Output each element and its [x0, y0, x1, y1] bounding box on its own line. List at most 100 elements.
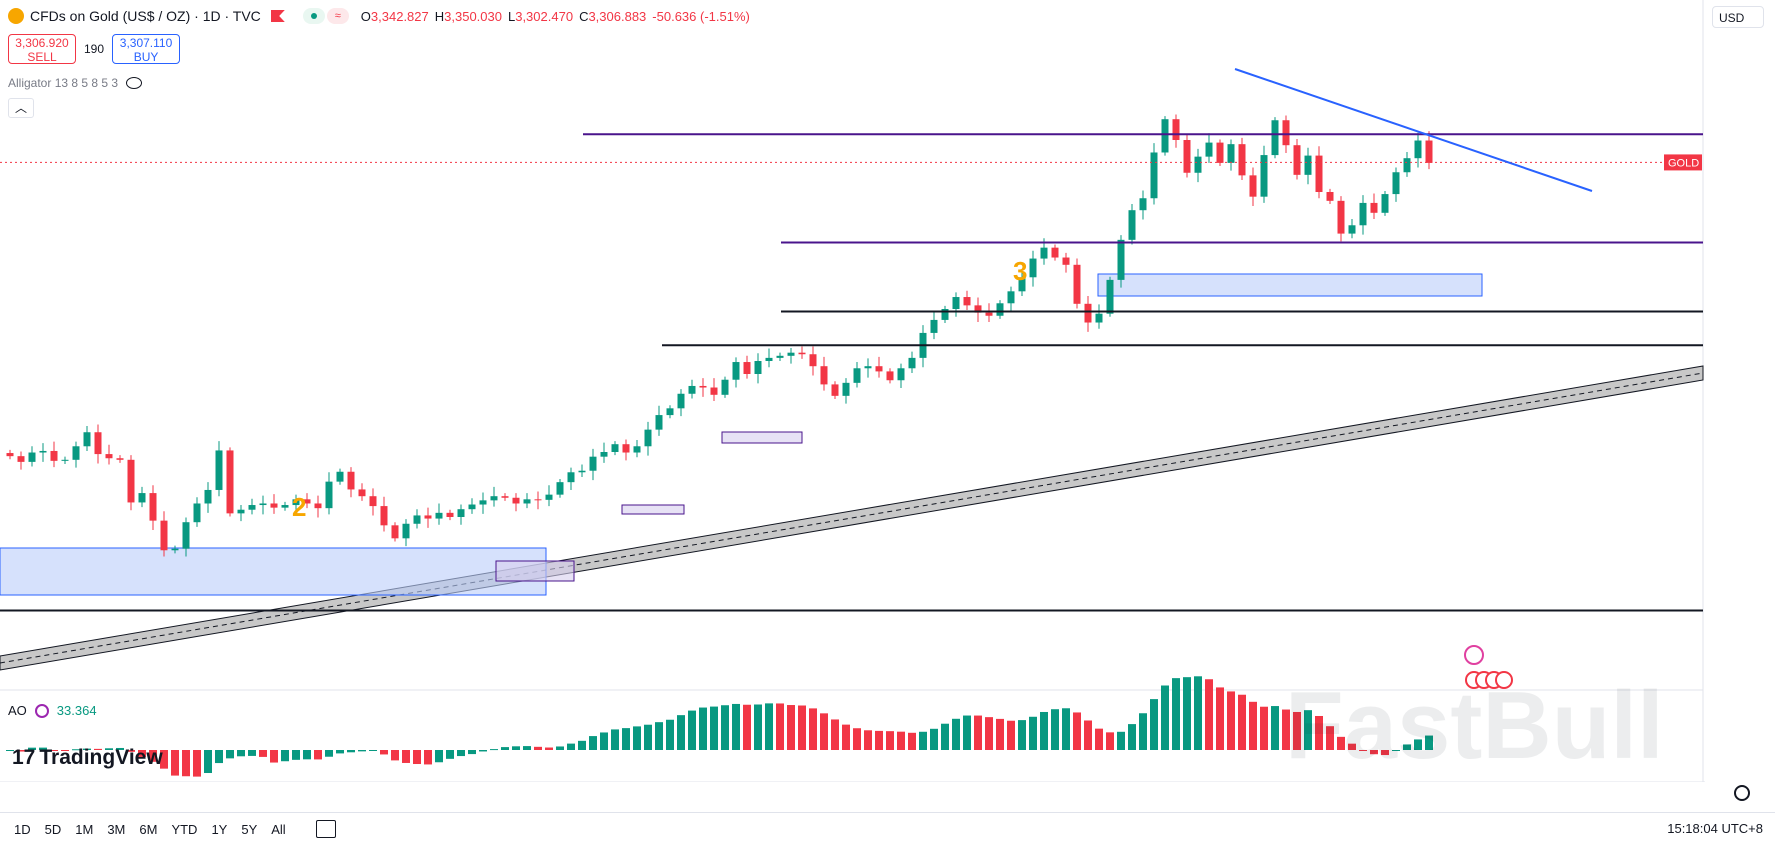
candle-body: [314, 503, 322, 509]
candle-body: [1359, 202, 1367, 226]
collapse-legend-button[interactable]: ︿: [8, 98, 34, 118]
candle-body: [710, 387, 718, 395]
calendar-icon[interactable]: [315, 820, 336, 838]
candle-body: [798, 352, 806, 355]
ohlc-readout: O3,342.827 H3,350.030 L3,302.470 C3,306.…: [361, 9, 750, 24]
price-chart[interactable]: 2,500.0002,600.0002,700.0002,800.0002,90…: [0, 0, 1705, 782]
candle-body: [1370, 202, 1378, 213]
timeframe-all[interactable]: All: [271, 821, 286, 837]
candle-body: [765, 357, 773, 361]
candle-body: [39, 450, 47, 453]
ao-legend[interactable]: AO 33.364: [8, 703, 97, 718]
timeframe-6m[interactable]: 6M: [139, 821, 158, 837]
candle-body: [193, 503, 201, 523]
ao-bar: [1139, 713, 1147, 750]
candle-body: [1117, 239, 1125, 280]
ao-bar: [1062, 708, 1070, 750]
ao-bar: [149, 750, 157, 762]
candle-body: [655, 415, 663, 430]
ao-bar: [1392, 750, 1400, 751]
gold-coin-icon: [8, 8, 24, 24]
ao-bar: [61, 750, 69, 751]
alligator-indicator-legend[interactable]: Alligator 13 8 5 8 5 3: [8, 76, 143, 90]
ao-bar: [369, 750, 377, 751]
buy-button[interactable]: 3,307.110 BUY: [112, 34, 181, 64]
ao-bar: [457, 750, 465, 757]
candle-body: [1095, 313, 1103, 323]
timeframe-1m[interactable]: 1M: [75, 821, 94, 837]
ao-bar: [94, 748, 102, 750]
timeframe-ytd[interactable]: YTD: [171, 821, 198, 837]
candle-body: [182, 522, 190, 549]
candle-body: [1227, 144, 1235, 163]
candle-body: [1106, 279, 1114, 314]
tradingview-logo[interactable]: 17 TradingView: [12, 746, 163, 770]
candle-body: [1128, 210, 1136, 240]
candle-body: [94, 432, 102, 455]
ao-bar: [941, 723, 949, 750]
ao-bar: [1040, 711, 1048, 750]
ao-bar: [996, 718, 1004, 750]
ao-bar: [204, 750, 212, 774]
ao-bar: [237, 750, 245, 757]
timeframe-1d[interactable]: 1D: [14, 821, 31, 837]
candle-body: [127, 459, 135, 503]
settings-gear-icon[interactable]: [1734, 785, 1750, 801]
candle-body: [523, 499, 531, 504]
candle-body: [512, 497, 520, 504]
candle-body: [1007, 291, 1015, 304]
currency-selector[interactable]: USD: [1712, 6, 1764, 28]
candle-body: [369, 496, 377, 507]
candle-body: [1249, 175, 1257, 197]
candle-body: [732, 362, 740, 380]
candle-body: [908, 357, 916, 369]
candle-body: [633, 446, 641, 453]
candle-body: [1282, 120, 1290, 146]
flag-icon[interactable]: [270, 10, 285, 22]
ao-bar: [622, 728, 630, 750]
timeframe-3m[interactable]: 3M: [107, 821, 126, 837]
timeframe-5y[interactable]: 5Y: [241, 821, 258, 837]
timeframe-5d[interactable]: 5D: [44, 821, 62, 837]
ao-bar: [1348, 743, 1356, 750]
tv-logo-icon: 17: [12, 746, 36, 769]
candle-body: [1216, 142, 1224, 163]
sell-button[interactable]: 3,306.920 SELL: [8, 34, 76, 64]
candle-body: [1392, 172, 1400, 195]
candle-body: [1029, 258, 1037, 278]
ao-bar: [193, 750, 201, 777]
hide-eye-icon[interactable]: [126, 77, 143, 89]
ao-bar: [897, 731, 905, 750]
ao-bar: [1205, 679, 1213, 750]
candle-body: [1381, 194, 1389, 213]
candle-body: [204, 489, 212, 504]
ao-bar: [1282, 709, 1290, 750]
candle-body: [699, 385, 707, 388]
symbol-tag: [1664, 154, 1702, 171]
spread-value: 190: [84, 42, 105, 56]
candle-body: [930, 319, 938, 333]
earnings-icon[interactable]: [1495, 671, 1513, 689]
ao-bar: [479, 750, 487, 752]
delay-icon[interactable]: ≈: [326, 8, 349, 24]
ao-bar: [908, 732, 916, 750]
event-icon[interactable]: [1464, 645, 1484, 665]
trade-panel: 3,306.920 SELL 190 3,307.110 BUY: [8, 34, 181, 64]
symbol-title[interactable]: CFDs on Gold (US$ / OZ) · 1D · TVC: [30, 8, 261, 24]
fastbull-watermark: FastBull: [1285, 672, 1664, 779]
timeframe-1y[interactable]: 1Y: [211, 821, 228, 837]
ao-bar: [1106, 732, 1114, 750]
ao-settings-icon[interactable]: [34, 703, 49, 718]
clock[interactable]: 15:18:04 UTC+8: [1667, 821, 1763, 836]
candle-body: [1139, 198, 1147, 211]
ao-bar: [292, 750, 300, 760]
candle-body: [996, 303, 1004, 316]
candle-body: [6, 453, 14, 457]
candle-body: [545, 494, 553, 500]
ao-bar: [556, 746, 564, 750]
ao-bar: [798, 705, 806, 750]
candle-body: [754, 361, 762, 374]
timeframe-buttons: 1D 5D 1M 3M 6M YTD 1Y 5Y All: [14, 822, 286, 837]
ao-bar: [1238, 694, 1246, 750]
market-open-icon[interactable]: [302, 8, 325, 24]
